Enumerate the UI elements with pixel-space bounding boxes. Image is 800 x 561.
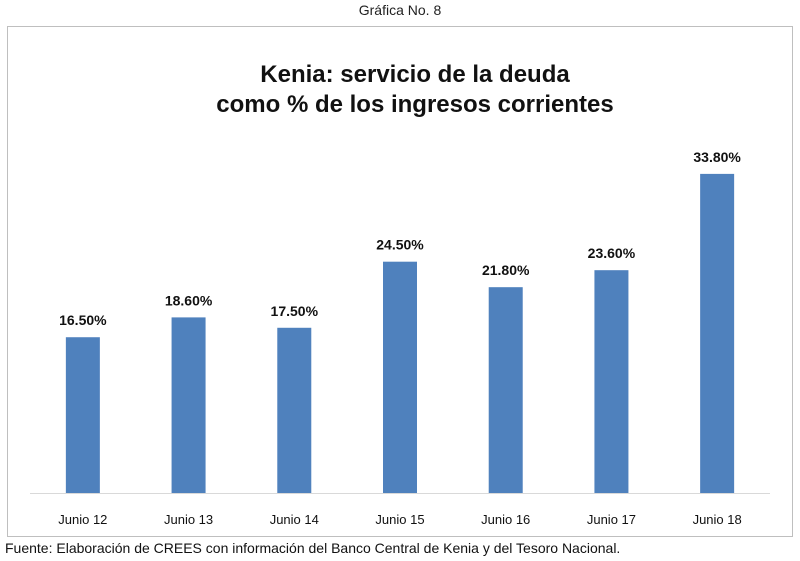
data-label: 21.80% [482,262,530,278]
x-tick-label: Junio 14 [270,512,319,527]
x-tick-label: Junio 12 [58,512,107,527]
chart-title-line-2: como % de los ingresos corrientes [216,91,613,118]
figure-heading: Gráfica No. 8 [358,2,442,18]
x-tick-label: Junio 16 [481,512,530,527]
x-tick-label: Junio 15 [375,512,424,527]
bar-junio-17 [594,270,629,493]
chart-title-line-1: Kenia: servicio de la deuda [260,61,570,88]
x-tick-label: Junio 18 [693,512,742,527]
source-note: Fuente: Elaboración de CREES con informa… [5,540,621,556]
data-label: 16.50% [59,312,107,328]
bar-junio-12 [65,337,100,493]
bar-junio-16 [488,287,523,493]
data-label: 33.80% [693,149,741,165]
data-label: 23.60% [588,245,636,261]
x-tick-label: Junio 17 [587,512,636,527]
bar-junio-14 [277,327,312,493]
x-tick-label: Junio 13 [164,512,213,527]
data-label: 24.50% [376,237,424,253]
bar-junio-13 [171,317,206,493]
data-label: 18.60% [165,292,213,308]
data-label: 17.50% [271,303,319,319]
bar-junio-15 [383,261,417,493]
bar-junio-18 [700,173,735,493]
